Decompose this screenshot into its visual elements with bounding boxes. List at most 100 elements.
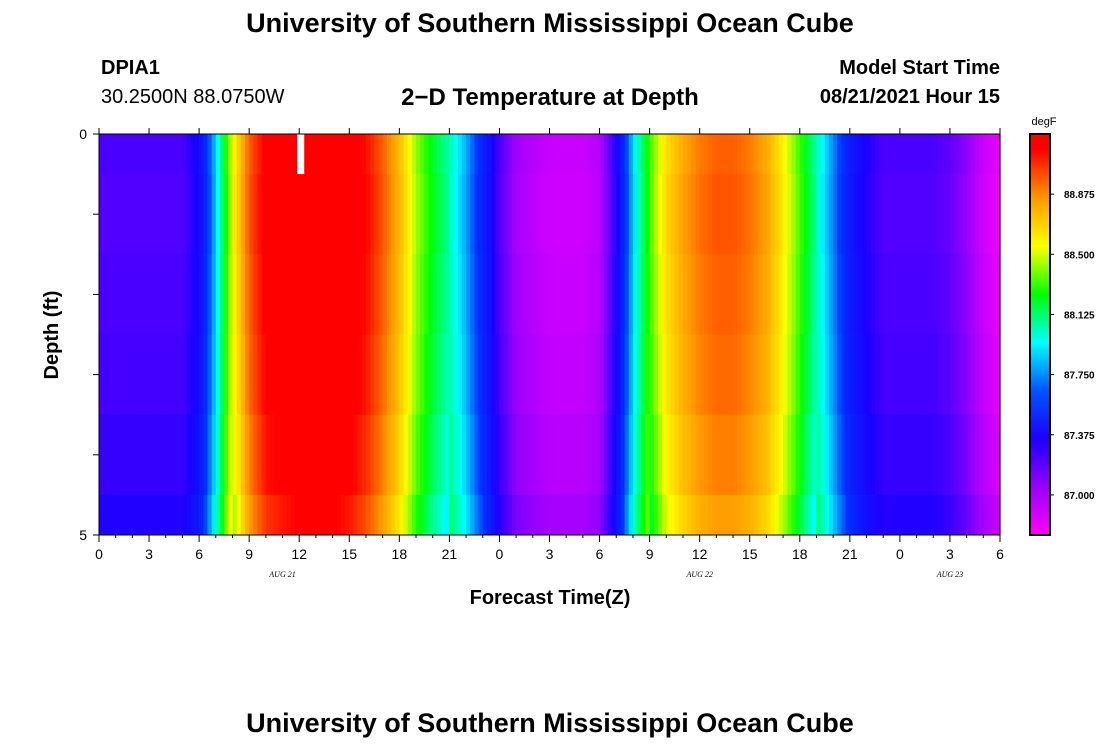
heatmap-cell [299,494,304,536]
heatmap-cell [536,254,542,335]
heatmap-cell [849,174,855,255]
heatmap-cell [357,134,363,175]
heatmap-cell [728,134,734,175]
heatmap-cell [149,134,154,175]
heatmap-cell [144,134,150,175]
y-axis-title: Depth (ft) [41,291,63,380]
heatmap-cell [370,254,375,335]
heatmap-cell [945,254,951,335]
heatmap-cell [453,254,459,335]
heatmap-cell [349,494,355,536]
heatmap-cell [144,494,150,536]
heatmap-cell [637,334,642,416]
heatmap-cell [566,414,571,496]
heatmap-cell [758,174,763,255]
heatmap-cell [215,494,221,536]
heatmap-cell [591,254,596,335]
heatmap-cell [803,494,809,536]
heatmap-cell [716,494,722,536]
heatmap-cell [328,494,334,536]
heatmap-cell [703,414,709,496]
heatmap-cell [328,174,334,255]
heatmap-cell [695,174,701,255]
heatmap-cell [136,254,142,335]
heatmap-cell [787,334,793,416]
heatmap-cell [958,414,964,496]
heatmap-cell [545,414,551,496]
heatmap-cell [899,254,905,335]
heatmap-cell [745,174,751,255]
heatmap-cell [161,254,167,335]
heatmap-cell [128,414,133,496]
heatmap-cell [637,414,642,496]
heatmap-cell [712,254,717,335]
heatmap-cell [282,494,288,536]
heatmap-cell [870,494,876,536]
heatmap-cell [833,494,838,536]
heatmap-cell [879,134,884,175]
heatmap-cell [870,254,876,335]
heatmap-cell [436,494,442,536]
heatmap-cell [803,134,809,175]
heatmap-cell [261,134,267,175]
heatmap-cell [712,134,717,175]
heatmap-cell [770,134,776,175]
heatmap-cell [211,334,217,416]
heatmap-cell [228,174,234,255]
heatmap-cell [778,254,784,335]
heatmap-cell [837,254,843,335]
heatmap-cell [441,494,446,536]
heatmap-cell [186,134,192,175]
heatmap-cell [111,134,117,175]
heatmap-cell [428,334,434,416]
heatmap-cell [949,414,955,496]
heatmap-cell [274,334,279,416]
heatmap-cell [941,334,947,416]
heatmap-cell [453,174,459,255]
heatmap-cell [157,414,163,496]
heatmap-cell [987,134,993,175]
heatmap-cell [570,174,576,255]
heatmap-cell [265,334,271,416]
heatmap-cell [107,134,113,175]
station-id: DPIA1 [101,57,160,79]
heatmap-cell [111,174,117,255]
heatmap-cell [528,414,534,496]
heatmap-cell [478,174,484,255]
heatmap-cell [203,174,209,255]
heatmap-cell [119,254,125,335]
heatmap-cell [332,334,338,416]
heatmap-cell [182,134,188,175]
heatmap-cell [745,254,751,335]
heatmap-cell [470,254,476,335]
heatmap-cell [365,134,371,175]
heatmap-cell [824,134,830,175]
heatmap-cell [741,254,747,335]
heatmap-cell [278,134,284,175]
heatmap-cell [557,334,563,416]
heatmap-cell [474,494,480,536]
heatmap-cell [516,414,521,496]
heatmap-cell [249,494,254,536]
heatmap-cell [436,414,442,496]
heatmap-cell [783,134,788,175]
heatmap-cell [599,174,605,255]
heatmap-cell [386,174,392,255]
heatmap-cell [816,254,822,335]
heatmap-cell [837,134,843,175]
heatmap-cell [662,254,667,335]
heatmap-cell [541,334,546,416]
heatmap-cell [991,134,997,175]
heatmap-cell [353,254,359,335]
heatmap-cell [862,494,868,536]
heatmap-cell [908,494,913,536]
heatmap-cell [662,174,667,255]
heatmap-cell [866,414,872,496]
heatmap-cell [332,254,338,335]
heatmap-cell [207,254,213,335]
heatmap-cell [808,174,813,255]
heatmap-cell [620,334,626,416]
heatmap-cell [265,414,271,496]
heatmap-cell [278,254,284,335]
heatmap-cell [390,494,396,536]
